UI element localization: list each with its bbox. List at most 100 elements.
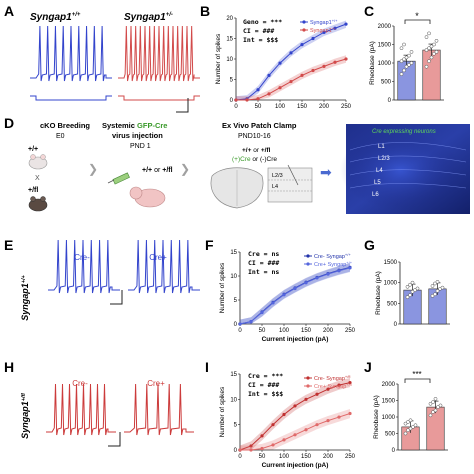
x-axis-label: Current injection (pA) <box>262 336 329 343</box>
data-point <box>427 31 431 36</box>
legend-label-sup: +/+ <box>332 18 338 23</box>
panel-a: A Syngap1+/+ Syngap1+/- <box>4 3 200 113</box>
data-point <box>431 400 435 404</box>
wt-spike-trace <box>30 25 112 82</box>
step1-sub: E0 <box>56 133 65 140</box>
scale-bar <box>110 290 123 305</box>
legend-label: Cre- Syngap+/+ <box>314 252 351 260</box>
significance-bracket <box>404 378 431 383</box>
data-point <box>438 403 443 408</box>
brain-slice-icon: L2/3 L4 <box>210 164 313 209</box>
data-point <box>435 279 440 284</box>
legend-label-sup: +/- <box>332 26 337 31</box>
panel-h: H Syngap1+/fl Cre- Cre+ <box>4 359 194 447</box>
data-point <box>344 22 348 26</box>
x-tick-label: 250 <box>341 104 352 110</box>
stat-line-2: CI = ### <box>248 259 279 267</box>
y-tick-label: 15 <box>230 372 237 378</box>
y-tick-label: 15 <box>230 250 237 256</box>
y-tick-label: 5 <box>234 423 238 429</box>
error-band <box>236 55 346 100</box>
data-point <box>429 44 434 49</box>
data-point <box>402 42 406 47</box>
error-band <box>240 408 350 450</box>
panel-d: D cKO Breeding E0 +/+ X +/fl ❯ Systemic … <box>4 115 470 214</box>
data-point <box>413 423 418 428</box>
y-tick-label: 20 <box>226 16 233 22</box>
x-tick-label: 250 <box>345 328 356 334</box>
data-point <box>289 51 293 55</box>
data-point <box>402 57 406 62</box>
panel-letter-a: A <box>4 3 14 19</box>
data-point <box>403 421 408 426</box>
step3-genotype: +/+ or +/fl <box>242 147 271 154</box>
x-tick-label: 100 <box>275 104 286 110</box>
data-point <box>399 72 404 76</box>
brain-layer-label: L2/3 <box>272 173 283 179</box>
y-tick-label: 1000 <box>384 281 398 287</box>
layer-label-l1: L1 <box>378 144 385 150</box>
panel-e: E Syngap1+/+ Cre- Cre+ <box>4 237 200 321</box>
data-point <box>411 425 415 429</box>
y-tick-label: 1000 <box>382 415 396 421</box>
data-point <box>415 286 420 291</box>
black-mouse-icon <box>28 196 48 212</box>
e-genotype-label: Syngap1+/+ <box>20 274 30 320</box>
data-point <box>406 428 410 433</box>
legend-label-sup: +/fl <box>345 374 351 379</box>
y-axis-label: Number of spikes <box>219 262 226 313</box>
panel-letter-c: C <box>364 3 374 19</box>
data-point <box>424 64 429 69</box>
scale-bar <box>176 98 189 113</box>
step1-title: cKO Breeding <box>40 121 90 130</box>
data-point <box>282 293 286 297</box>
stat-line-3: Int = $$$ <box>243 36 278 44</box>
cross-symbol: X <box>35 175 40 182</box>
x-tick-label: 250 <box>345 454 356 460</box>
y-tick-label: 0 <box>394 322 398 328</box>
y-tick-label: 500 <box>385 432 396 438</box>
white-mouse-icon <box>28 154 48 170</box>
legend-label: Syngap1+/- <box>310 26 337 34</box>
data-point <box>424 48 429 52</box>
data-point <box>326 419 330 423</box>
x-tick-label: 100 <box>279 454 290 460</box>
data-point <box>433 408 438 413</box>
data-point <box>293 433 297 437</box>
wt-current-step <box>30 95 112 101</box>
x-tick-label: 50 <box>255 104 262 110</box>
data-point <box>410 289 415 294</box>
x-tick-label: 0 <box>238 454 242 460</box>
scale-bar <box>108 432 121 447</box>
legend-marker <box>306 254 310 258</box>
data-point <box>348 266 352 270</box>
e-cre-plus-trace <box>128 239 200 294</box>
step3-sub: PND10-16 <box>238 133 271 140</box>
y-axis-label: Number of spikes <box>219 386 226 437</box>
chart-c: 0 500 1000 1500 2000 Rheobase (pA) <box>369 24 444 104</box>
data-point <box>304 397 308 401</box>
het-current-step <box>118 95 200 101</box>
y-axis-label: Rheobase (pA) <box>369 41 376 85</box>
data-point <box>333 60 337 64</box>
y-axis-label: Rheobase (pA) <box>373 395 380 439</box>
data-point <box>432 42 436 47</box>
data-point <box>405 295 410 299</box>
data-point <box>433 292 437 297</box>
h-cre-plus-label: Cre+ <box>147 379 165 388</box>
y-tick-label: 0 <box>230 98 234 104</box>
legend-marker <box>302 28 306 32</box>
panel-letter-h: H <box>4 359 14 375</box>
data-point <box>337 269 341 273</box>
data-point <box>300 43 304 47</box>
data-point <box>315 276 319 280</box>
x-tick-label: 150 <box>301 328 312 334</box>
wt-genotype-label: Syngap1+/+ <box>30 12 81 23</box>
y-tick-label: 15 <box>226 37 233 43</box>
x-tick-label: 0 <box>234 104 238 110</box>
x-tick-label: 200 <box>323 454 334 460</box>
x-tick-label: 150 <box>297 104 308 110</box>
